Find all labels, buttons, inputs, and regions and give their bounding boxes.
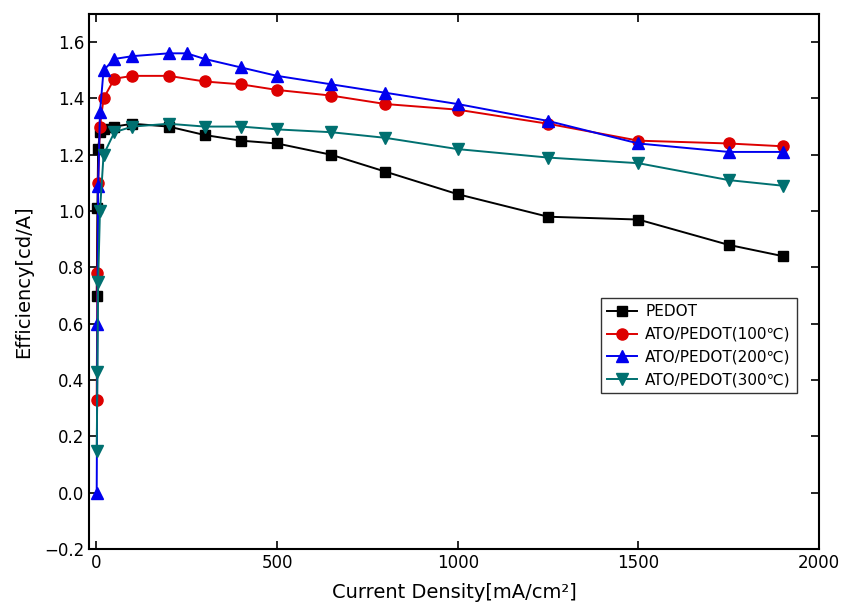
PEDOT <box>633 216 643 223</box>
ATO/PEDOT(200℃) <box>91 489 102 496</box>
ATO/PEDOT(200℃) <box>326 81 336 88</box>
ATO/PEDOT(300℃) <box>127 123 137 130</box>
ATO/PEDOT(300℃) <box>777 182 787 190</box>
ATO/PEDOT(200℃) <box>271 72 281 79</box>
ATO/PEDOT(200℃) <box>98 67 108 74</box>
PEDOT <box>109 123 119 130</box>
ATO/PEDOT(100℃) <box>92 269 102 277</box>
Line: PEDOT: PEDOT <box>92 119 786 301</box>
ATO/PEDOT(300℃) <box>633 160 643 167</box>
ATO/PEDOT(300℃) <box>93 278 103 285</box>
ATO/PEDOT(300℃) <box>235 123 246 130</box>
ATO/PEDOT(200℃) <box>380 89 390 97</box>
PEDOT <box>452 190 462 198</box>
ATO/PEDOT(100℃) <box>777 142 787 150</box>
ATO/PEDOT(300℃) <box>271 126 281 133</box>
ATO/PEDOT(200℃) <box>777 148 787 156</box>
ATO/PEDOT(300℃) <box>380 134 390 142</box>
PEDOT <box>93 145 103 153</box>
ATO/PEDOT(200℃) <box>127 52 137 60</box>
PEDOT <box>92 205 102 212</box>
ATO/PEDOT(100℃) <box>93 179 103 187</box>
ATO/PEDOT(200℃) <box>92 320 102 328</box>
PEDOT <box>91 292 102 299</box>
PEDOT <box>163 123 173 130</box>
PEDOT <box>543 213 553 221</box>
ATO/PEDOT(200℃) <box>633 140 643 147</box>
PEDOT <box>326 151 336 158</box>
PEDOT <box>722 241 733 249</box>
PEDOT <box>127 120 137 128</box>
ATO/PEDOT(100℃) <box>109 75 119 83</box>
ATO/PEDOT(100℃) <box>452 106 462 113</box>
ATO/PEDOT(200℃) <box>722 148 733 156</box>
ATO/PEDOT(200℃) <box>182 50 192 57</box>
ATO/PEDOT(100℃) <box>235 81 246 88</box>
ATO/PEDOT(100℃) <box>380 100 390 108</box>
Line: ATO/PEDOT(100℃): ATO/PEDOT(100℃) <box>91 70 787 405</box>
ATO/PEDOT(100℃) <box>91 396 102 403</box>
ATO/PEDOT(200℃) <box>235 63 246 71</box>
X-axis label: Current Density[mA/cm²]: Current Density[mA/cm²] <box>331 583 576 602</box>
Legend: PEDOT, ATO/PEDOT(100℃), ATO/PEDOT(200℃), ATO/PEDOT(300℃): PEDOT, ATO/PEDOT(100℃), ATO/PEDOT(200℃),… <box>600 298 796 393</box>
ATO/PEDOT(200℃) <box>543 117 553 124</box>
ATO/PEDOT(100℃) <box>163 72 173 79</box>
ATO/PEDOT(100℃) <box>271 86 281 94</box>
ATO/PEDOT(200℃) <box>93 182 103 190</box>
PEDOT <box>777 253 787 260</box>
PEDOT <box>380 168 390 176</box>
ATO/PEDOT(300℃) <box>326 129 336 136</box>
PEDOT <box>235 137 246 144</box>
ATO/PEDOT(300℃) <box>200 123 210 130</box>
ATO/PEDOT(100℃) <box>326 92 336 99</box>
ATO/PEDOT(300℃) <box>95 208 105 215</box>
ATO/PEDOT(100℃) <box>98 95 108 102</box>
ATO/PEDOT(300℃) <box>722 176 733 184</box>
ATO/PEDOT(300℃) <box>98 151 108 158</box>
ATO/PEDOT(100℃) <box>127 72 137 79</box>
ATO/PEDOT(100℃) <box>543 120 553 128</box>
PEDOT <box>271 140 281 147</box>
ATO/PEDOT(200℃) <box>109 55 119 63</box>
Line: ATO/PEDOT(300℃): ATO/PEDOT(300℃) <box>91 118 787 456</box>
ATO/PEDOT(200℃) <box>452 100 462 108</box>
PEDOT <box>98 126 108 133</box>
ATO/PEDOT(300℃) <box>91 447 102 454</box>
ATO/PEDOT(300℃) <box>163 120 173 128</box>
ATO/PEDOT(100℃) <box>200 78 210 85</box>
ATO/PEDOT(100℃) <box>95 123 105 130</box>
ATO/PEDOT(100℃) <box>633 137 643 144</box>
ATO/PEDOT(300℃) <box>452 145 462 153</box>
ATO/PEDOT(200℃) <box>95 109 105 116</box>
Line: ATO/PEDOT(200℃): ATO/PEDOT(200℃) <box>91 48 787 498</box>
ATO/PEDOT(300℃) <box>92 368 102 375</box>
ATO/PEDOT(100℃) <box>722 140 733 147</box>
ATO/PEDOT(200℃) <box>163 50 173 57</box>
Y-axis label: Efficiency[cd/A]: Efficiency[cd/A] <box>14 205 33 358</box>
ATO/PEDOT(300℃) <box>543 154 553 161</box>
PEDOT <box>200 131 210 139</box>
ATO/PEDOT(300℃) <box>109 129 119 136</box>
ATO/PEDOT(200℃) <box>200 55 210 63</box>
PEDOT <box>95 129 105 136</box>
